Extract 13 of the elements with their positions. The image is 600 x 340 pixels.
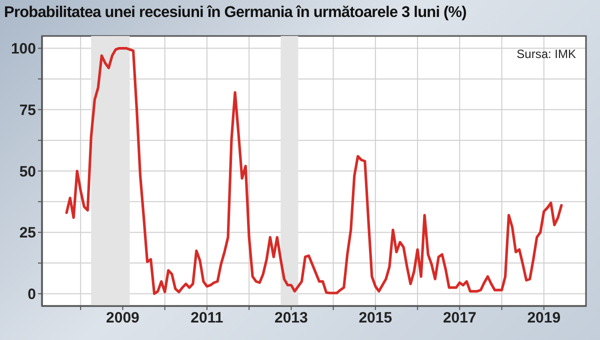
x-tick-label: 2011 <box>190 310 224 327</box>
annotation: Sursa: IMK <box>516 47 576 61</box>
y-tick-label: 25 <box>19 224 36 242</box>
x-tick-label: 2015 <box>358 310 392 327</box>
chart-title: Probabilitatea unei recesiuni în Germania în următoarele 3 luni (%) <box>4 4 466 22</box>
x-tick-label: 2013 <box>274 310 308 327</box>
y-tick-label: 100 <box>10 40 36 58</box>
x-tick-label: 2019 <box>527 310 561 327</box>
y-tick-label: 50 <box>19 163 36 180</box>
x-tick-label: 2009 <box>106 310 140 327</box>
y-tick-label: 75 <box>19 102 36 119</box>
y-tick-label: 0 <box>28 286 36 304</box>
x-tick-label: 2017 <box>442 310 476 327</box>
